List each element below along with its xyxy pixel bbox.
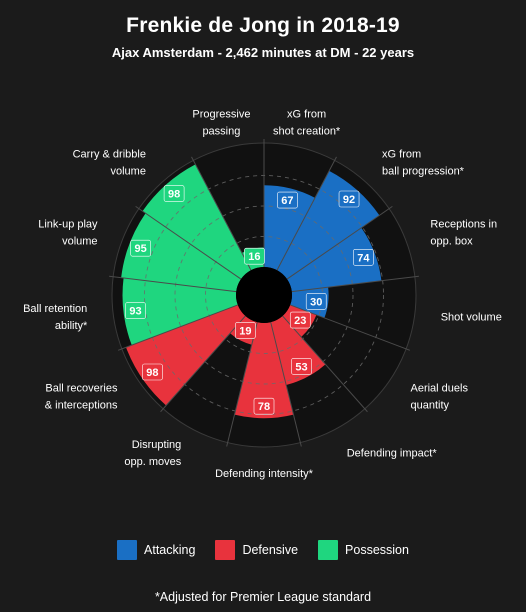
value-label-1: 92 <box>343 194 355 206</box>
value-label-11: 98 <box>168 189 180 201</box>
legend-item-defensive: Defensive <box>215 540 298 560</box>
value-label-9: 93 <box>129 306 141 318</box>
legend-label-attacking: Attacking <box>144 543 196 557</box>
spoke-9 <box>117 304 238 351</box>
legend-label-possession: Possession <box>345 543 409 557</box>
value-label-0: 67 <box>281 195 293 207</box>
center-hole <box>236 267 292 323</box>
bar-9 <box>122 277 238 346</box>
spoke-12 <box>191 156 252 271</box>
value-label-12: 16 <box>248 251 260 263</box>
chart-subtitle: Ajax Amsterdam - 2,462 minutes at DM - 2… <box>111 45 415 60</box>
value-badge-4 <box>289 311 311 329</box>
legend-swatch-possession <box>318 540 339 560</box>
bar-6 <box>234 322 294 419</box>
bar-10 <box>121 213 241 292</box>
value-badge-8 <box>142 363 163 381</box>
category-label-5: Defending impact* <box>347 448 438 460</box>
value-badge-3 <box>305 293 327 310</box>
spoke-6 <box>270 322 302 447</box>
value-badge-9 <box>125 302 146 319</box>
value-badge-11 <box>163 185 185 202</box>
bar-0 <box>264 185 315 271</box>
bar-2 <box>287 227 382 292</box>
value-label-10: 95 <box>135 243 147 255</box>
value-badge-10 <box>130 239 151 257</box>
spoke-1 <box>276 156 337 271</box>
spoke-2 <box>286 205 393 280</box>
category-label-3: Shot volume <box>441 311 502 323</box>
footnote: *Adjusted for Premier League standard <box>154 590 372 604</box>
legend-swatch-defensive <box>215 540 236 560</box>
value-label-6: 78 <box>258 401 270 413</box>
spoke-7 <box>226 322 258 447</box>
category-label-7: Disrupting opp. moves <box>124 439 181 468</box>
category-label-0: xG from shot creation* <box>273 109 341 138</box>
category-label-9: Ball retention ability* <box>23 303 88 332</box>
value-badge-12 <box>244 247 265 265</box>
legend-swatch-attacking <box>117 540 138 560</box>
category-label-8: Ball recoveries & interceptions <box>45 383 118 412</box>
legend-item-possession: Possession <box>318 540 409 560</box>
category-label-2: Receptions in opp. box <box>430 218 497 247</box>
value-badge-6 <box>253 397 275 415</box>
value-label-3: 30 <box>310 296 322 308</box>
category-label-12: Progressive passing <box>192 109 250 138</box>
value-label-7: 19 <box>239 325 251 337</box>
value-badge-5 <box>291 358 312 375</box>
bar-8 <box>126 304 246 406</box>
legend-label-defensive: Defensive <box>242 543 299 557</box>
chart-title: Frenkie de Jong in 2018-19 <box>126 14 400 37</box>
legend: Attacking Defensive Possession <box>0 540 526 560</box>
value-badge-1 <box>338 190 360 208</box>
value-badge-7 <box>235 322 256 339</box>
category-label-1: xG from ball progression* <box>382 148 465 177</box>
value-label-2: 74 <box>357 252 370 264</box>
value-label-4: 23 <box>294 315 306 327</box>
value-label-8: 98 <box>146 367 158 379</box>
spoke-11 <box>135 205 242 280</box>
value-label-5: 53 <box>295 361 307 373</box>
category-label-6: Defending intensity* <box>215 468 314 480</box>
value-badge-0 <box>277 191 298 209</box>
category-label-10: Link-up play volume <box>38 218 98 247</box>
legend-item-attacking: Attacking <box>117 540 195 560</box>
category-label-4: Aerial duels quantity <box>410 383 468 412</box>
spoke-3 <box>291 275 419 293</box>
category-label-11: Carry & dribble volume <box>73 148 146 177</box>
spoke-5 <box>282 315 368 413</box>
spoke-8 <box>160 315 246 413</box>
value-badge-2 <box>353 249 374 266</box>
spoke-10 <box>109 275 237 293</box>
